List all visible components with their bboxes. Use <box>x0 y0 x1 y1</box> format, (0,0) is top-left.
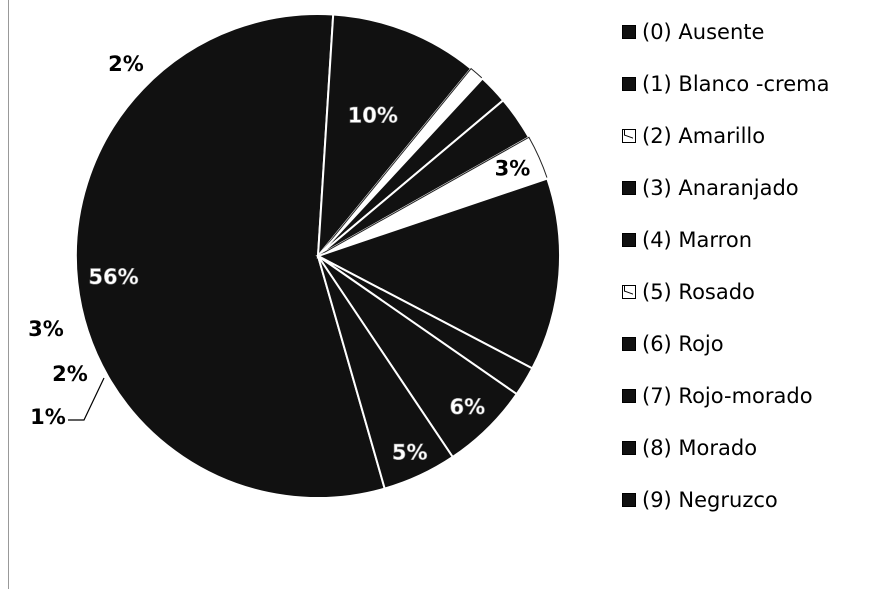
legend-label: (3) Anaranjado <box>642 176 799 200</box>
legend-swatch <box>622 25 636 39</box>
pie-slice-negruzco <box>317 255 455 490</box>
legend-item-amarillo: (2) Amarillo <box>622 110 884 162</box>
pie-label-rosado: 3% <box>495 156 531 180</box>
pie-labels: 56% 10% 1% 2% 3% 3% 2% 6% 5% <box>28 52 530 465</box>
legend-label: (0) Ausente <box>642 20 765 44</box>
page-left-border <box>8 0 9 589</box>
legend-swatch <box>622 389 636 403</box>
legend-swatch <box>622 181 636 195</box>
legend-item-marron: (4) Marron <box>622 214 884 266</box>
legend-label: (7) Rojo-morado <box>642 384 813 408</box>
legend-swatch <box>622 77 636 91</box>
pie-label-rojo-morado: 2% <box>108 52 144 76</box>
leader-line-amarillo <box>68 377 105 421</box>
pie-slices <box>74 13 561 499</box>
pie-label-amarillo: 1% <box>30 405 66 429</box>
leader-lines <box>68 377 105 421</box>
legend-item-blanco-crema: (1) Blanco -crema <box>622 58 884 110</box>
pie-label-blanco-crema: 10% <box>348 103 398 127</box>
pie-label-marron: 3% <box>28 317 64 341</box>
legend-swatch <box>622 129 636 143</box>
pie-slice-ausente <box>74 13 386 499</box>
legend-label: (6) Rojo <box>642 332 724 356</box>
legend-item-rosado: (5) Rosado <box>622 266 884 318</box>
legend-label: (8) Morado <box>642 436 758 460</box>
pie-slice-rojo <box>315 177 561 370</box>
legend-item-negruzco: (9) Negruzco <box>622 474 884 526</box>
legend-item-rojo-morado: (7) Rojo-morado <box>622 370 884 422</box>
pie-label-negruzco: 5% <box>392 441 428 465</box>
legend-item-anaranjado: (3) Anaranjado <box>622 162 884 214</box>
legend: (0) Ausente (1) Blanco -crema (2) Amaril… <box>622 6 884 526</box>
legend-label: (5) Rosado <box>642 280 755 304</box>
legend-label: (2) Amarillo <box>642 124 766 148</box>
pie-label-morado: 6% <box>449 395 485 419</box>
legend-swatch <box>622 337 636 351</box>
legend-label: (4) Marron <box>642 228 753 252</box>
legend-item-ausente: (0) Ausente <box>622 6 884 58</box>
legend-swatch <box>622 285 636 299</box>
pie-slice-blanco-crema <box>316 13 473 260</box>
pie-label-ausente: 56% <box>88 265 138 289</box>
pie-label-anaranjado: 2% <box>52 362 88 386</box>
legend-item-rojo: (6) Rojo <box>622 318 884 370</box>
legend-label: (9) Negruzco <box>642 488 778 512</box>
legend-swatch <box>622 493 636 507</box>
legend-label: (1) Blanco -crema <box>642 72 830 96</box>
legend-swatch <box>622 233 636 247</box>
legend-item-morado: (8) Morado <box>622 422 884 474</box>
legend-swatch <box>622 441 636 455</box>
